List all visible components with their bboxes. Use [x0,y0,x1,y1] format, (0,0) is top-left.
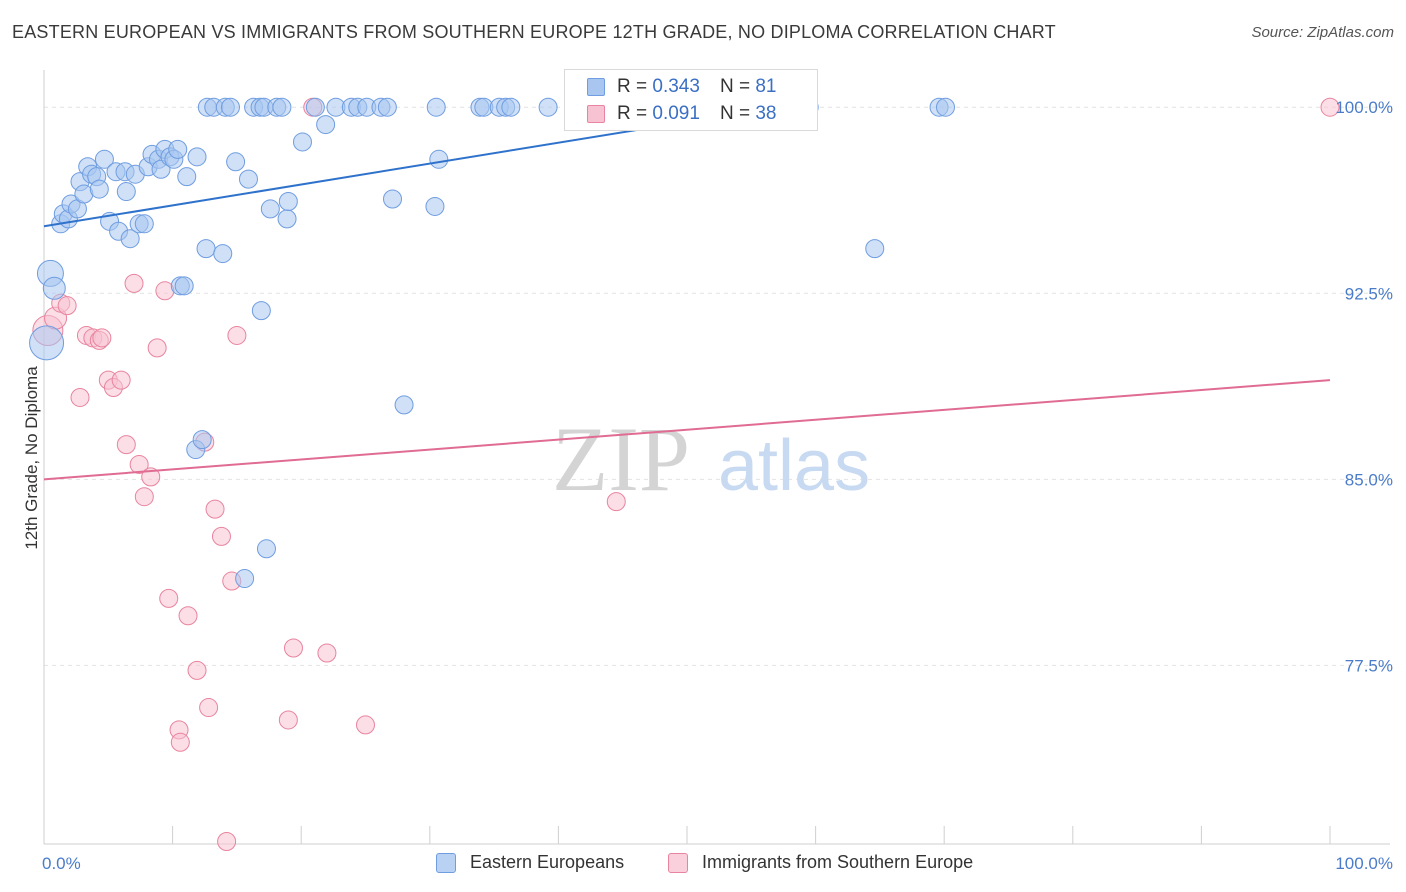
legend-item-eastern-europeans: Eastern Europeans [436,852,624,873]
legend-r-value: 0.343 [652,76,700,97]
y-tick-label: 100.0% [1335,98,1393,117]
trend-line [43,379,1331,481]
legend-n-label: N = [719,103,751,124]
point-southern-europe [317,643,337,663]
source-label: Source: ZipAtlas.com [1251,24,1394,41]
point-eastern-european [174,276,194,296]
point-eastern-european [425,196,445,216]
point-southern-europe [356,715,375,735]
point-southern-europe [129,454,149,474]
point-eastern-european [538,97,558,117]
legend-item-southern-europe: Immigrants from Southern Europe [668,852,973,873]
point-southern-europe [278,710,298,730]
point-eastern-european [177,167,197,187]
point-southern-europe [1320,97,1340,117]
legend-swatch-blue [587,78,605,96]
point-southern-europe [227,325,247,345]
legend-n-value: 81 [755,76,777,97]
point-eastern-european [277,209,297,229]
y-tick-label: 77.5% [1345,656,1393,675]
series-legend: Eastern Europeans Immigrants from Southe… [0,852,1406,878]
point-eastern-european [168,139,188,159]
point-southern-europe [606,492,626,512]
legend-label: Immigrants from Southern Europe [702,852,974,872]
point-eastern-european [377,97,397,117]
point-eastern-european [292,132,312,152]
point-southern-europe [178,606,198,626]
point-eastern-european [134,214,154,234]
point-eastern-european [29,325,65,361]
point-eastern-european [120,229,140,249]
point-eastern-european [116,182,136,202]
point-eastern-european [394,395,414,415]
legend-r-value: 0.091 [652,103,700,124]
point-eastern-european [192,430,212,450]
point-eastern-european [256,539,276,559]
legend-label: Eastern Europeans [470,852,625,872]
point-eastern-european [260,199,280,219]
watermark-atlas: atlas [718,426,870,506]
point-eastern-european [305,97,325,117]
point-southern-europe [124,273,144,293]
y-axis-label: 12th Grade, No Diploma [22,366,41,550]
point-eastern-european [865,239,885,259]
chart-title: EASTERN EUROPEAN VS IMMIGRANTS FROM SOUT… [12,22,1056,42]
point-eastern-european [426,97,446,117]
legend-r-label: R = [617,76,648,97]
point-eastern-european [251,301,271,321]
legend-swatch-pink [587,105,605,123]
y-tick-labels: 100.0% 92.5% 85.0% 77.5% [1335,98,1393,675]
point-southern-europe [159,588,179,608]
point-southern-europe [205,499,225,519]
legend-swatch-blue [436,852,456,873]
point-eastern-european [383,189,403,209]
point-eastern-european [94,149,114,169]
point-eastern-european [187,147,207,167]
point-southern-europe [116,435,136,455]
point-eastern-european [235,569,255,589]
point-southern-europe [170,732,190,752]
axes [43,70,1390,845]
legend-r-label: R = [617,103,648,124]
point-southern-europe [57,296,77,316]
point-eastern-european [272,97,292,117]
point-southern-europe [134,487,154,507]
point-southern-europe [111,370,131,390]
legend-n-label: N = [719,76,751,97]
y-tick-label: 92.5% [1345,284,1393,303]
legend-swatch-pink [668,852,688,873]
point-southern-europe [199,698,219,718]
point-southern-europe [187,660,207,680]
y-tick-label: 85.0% [1345,470,1393,489]
point-southern-europe [283,638,303,658]
legend-row-southern-europe: R = 0.091 N = 38 [587,102,776,126]
point-eastern-european [196,239,216,259]
watermark: ZIP atlas [552,408,870,510]
point-eastern-european [278,191,298,211]
point-eastern-european [429,149,449,169]
point-eastern-european [42,276,66,300]
point-eastern-european [89,179,109,199]
point-southern-europe [92,328,112,348]
watermark-zip: ZIP [552,408,690,510]
legend-n-value: 38 [755,103,777,124]
series-eastern-europeans [29,97,955,589]
point-eastern-european [238,169,258,189]
point-eastern-european [501,97,521,117]
point-southern-europe [217,832,237,852]
point-eastern-european [316,115,336,135]
point-eastern-european [226,152,246,172]
point-eastern-european [220,97,240,117]
point-southern-europe [70,387,90,407]
x-tick-labels: 0.0% 100.0% [42,854,1393,873]
point-eastern-european [213,244,233,264]
x-tick-label: 0.0% [42,854,81,873]
legend-row-eastern-europeans: R = 0.343 N = 81 [587,75,776,99]
x-tick-label: 100.0% [1335,854,1393,873]
point-eastern-european [935,97,955,117]
correlation-legend: R = 0.343 N = 81 R = 0.091 N = 38 [564,69,818,131]
point-southern-europe [147,338,167,358]
point-southern-europe [211,526,231,546]
